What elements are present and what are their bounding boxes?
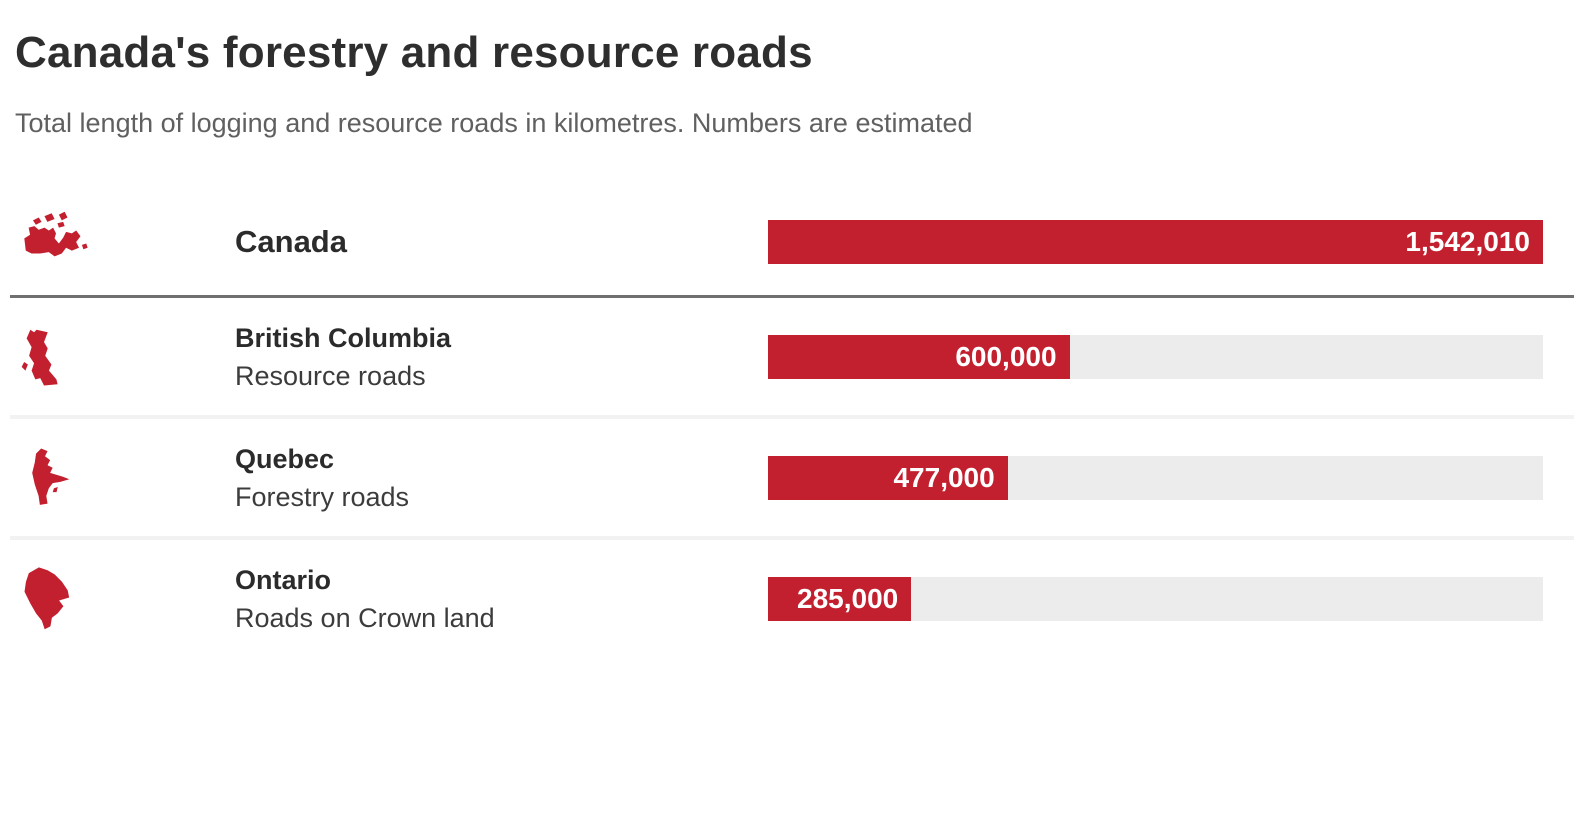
bar-row-british-columbia: British Columbia Resource roads 600,000 — [0, 298, 1582, 415]
row-label: Quebec — [235, 443, 335, 474]
bar-value-label: 600,000 — [955, 340, 1057, 372]
bar-row-canada: Canada 1,542,010 — [0, 189, 1582, 295]
divider-light — [10, 536, 1574, 540]
bar-cell: 1,542,010 — [768, 220, 1543, 264]
bar-fill-ontario: 285,000 — [768, 576, 912, 621]
divider-light — [10, 415, 1574, 419]
canada-map-icon — [0, 206, 235, 278]
row-label-cell: Quebec Forestry roads — [235, 440, 768, 516]
bar-row-ontario: Ontario Roads on Crown land 285,000 — [0, 540, 1582, 657]
bar-track: 1,542,010 — [768, 220, 1543, 264]
row-sublabel: Forestry roads — [235, 481, 410, 512]
bar-chart: Canada 1,542,010 British Columbia Resou — [0, 189, 1582, 657]
quebec-map-icon — [0, 437, 235, 519]
bar-cell: 285,000 — [768, 576, 1543, 621]
bar-fill-british-columbia: 600,000 — [768, 334, 1070, 379]
row-label: Canada — [235, 224, 347, 259]
bar-value-label: 1,542,010 — [1405, 226, 1530, 257]
bar-row-quebec: Quebec Forestry roads 477,000 — [0, 419, 1582, 536]
bar-track: 477,000 — [768, 455, 1543, 500]
bar-fill-canada: 1,542,010 — [768, 220, 1543, 264]
row-label-cell: Ontario Roads on Crown land — [235, 561, 768, 637]
bar-cell: 600,000 — [768, 334, 1543, 379]
row-label-cell: British Columbia Resource roads — [235, 319, 768, 395]
bar-track: 600,000 — [768, 334, 1543, 379]
page-title: Canada's forestry and resource roads — [15, 28, 813, 77]
row-label: British Columbia — [235, 322, 452, 353]
row-sublabel: Roads on Crown land — [235, 602, 495, 633]
row-label-cell: Canada — [235, 224, 768, 260]
row-sublabel: Resource roads — [235, 360, 426, 391]
british-columbia-map-icon — [0, 317, 235, 397]
divider-dark — [10, 295, 1574, 298]
bar-fill-quebec: 477,000 — [768, 455, 1008, 500]
bar-track: 285,000 — [768, 576, 1543, 621]
infographic: Canada's forestry and resource roads Tot… — [0, 28, 1582, 822]
row-label: Ontario — [235, 564, 332, 595]
bar-value-label: 285,000 — [797, 582, 899, 614]
bar-value-label: 477,000 — [893, 461, 995, 493]
ontario-map-icon — [0, 559, 235, 639]
page-subtitle: Total length of logging and resource roa… — [15, 108, 973, 138]
bar-cell: 477,000 — [768, 455, 1543, 500]
